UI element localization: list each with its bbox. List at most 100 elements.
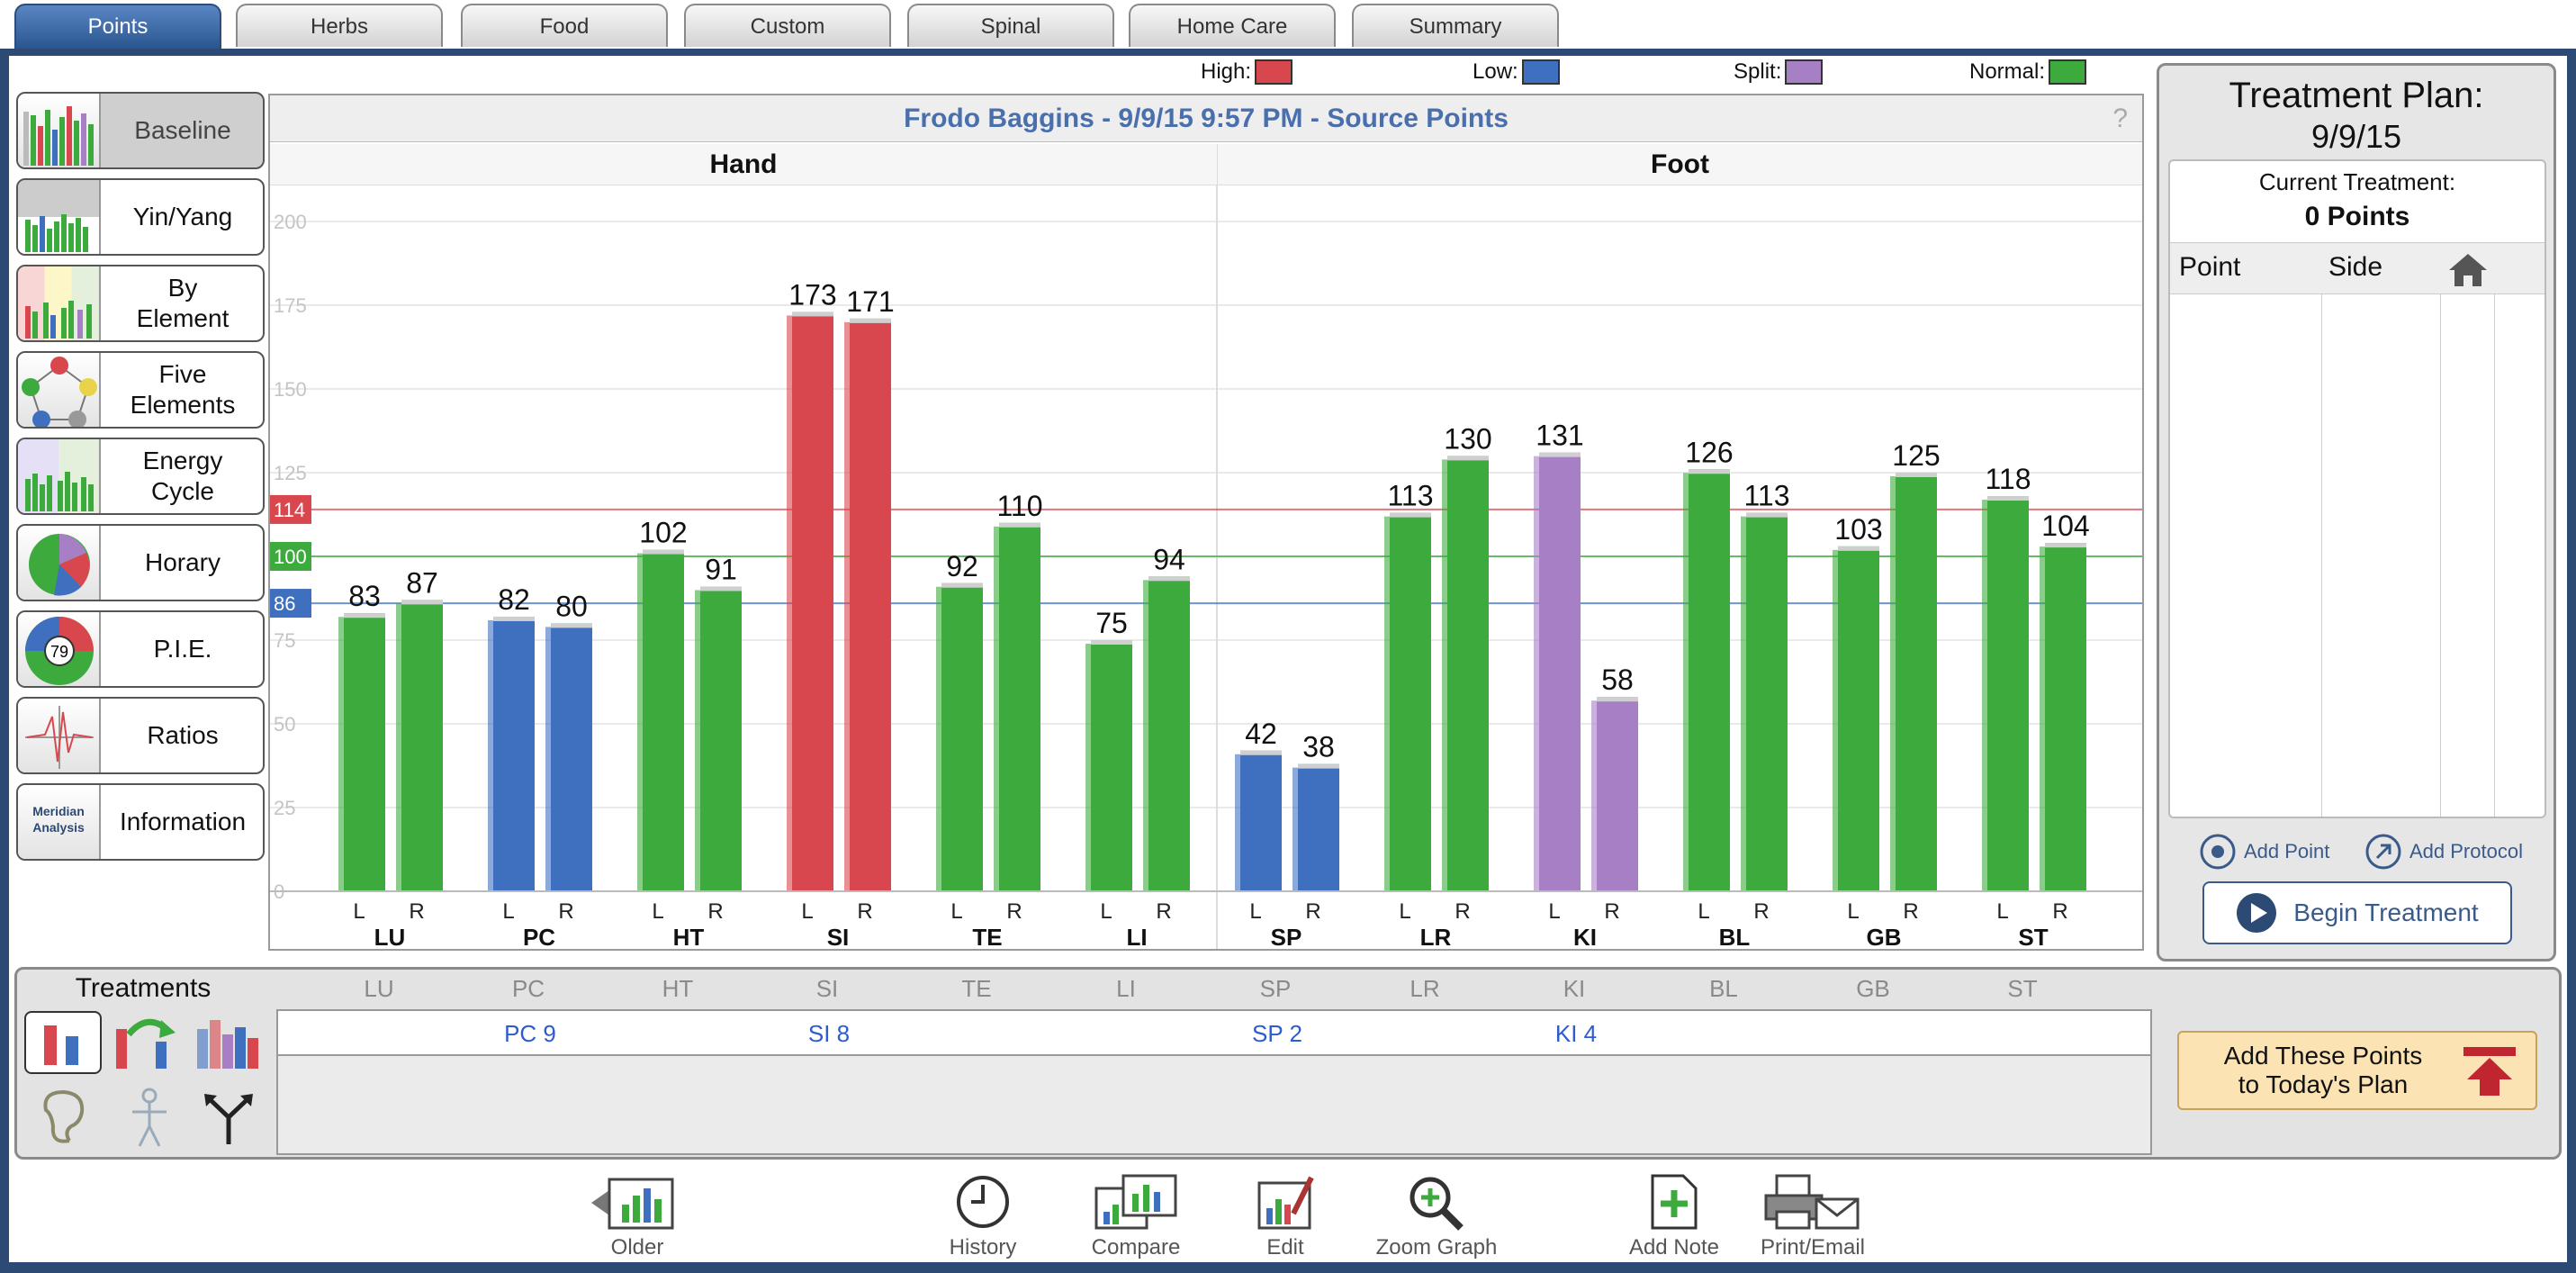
pie-wheel-icon: 79 — [18, 612, 101, 686]
bar-cap — [999, 522, 1040, 528]
bar — [700, 586, 742, 891]
bottom-toolbar: Older History Compare Edit Zoom Graph Ad… — [9, 1167, 2567, 1262]
add-point-button[interactable]: Add Point — [2199, 833, 2329, 871]
tab-summary[interactable]: Summary — [1352, 4, 1559, 47]
category-label: BL — [1719, 924, 1751, 949]
tab-points[interactable]: Points — [14, 4, 221, 49]
sidebar-item-energy-cycle[interactable]: Energy Cycle — [16, 438, 265, 515]
bar-side — [1143, 580, 1148, 891]
bar-cap — [1987, 496, 2029, 501]
bar-value-label: 38 — [1302, 731, 1335, 763]
sidebar-item-pie[interactable]: 79 P.I.E. — [16, 610, 265, 688]
legend-swatch — [1785, 59, 1824, 85]
begin-treatment-button[interactable]: Begin Treatment — [2202, 881, 2512, 944]
bar-cap — [1390, 512, 1431, 518]
bar-value-label: 113 — [1743, 480, 1789, 512]
help-icon[interactable]: ? — [2112, 104, 2128, 133]
treatment-point[interactable]: SP 2 — [1252, 1020, 1302, 1047]
body-icon[interactable] — [118, 1087, 181, 1150]
bar-side — [545, 627, 551, 891]
bar-side — [1085, 644, 1091, 891]
bar-side — [1534, 456, 1539, 891]
older-button[interactable]: Older — [565, 1172, 709, 1260]
side-label: L — [1698, 899, 1709, 924]
older-chart-icon — [565, 1172, 709, 1232]
tab-home-care[interactable]: Home Care — [1129, 4, 1336, 47]
compare-button[interactable]: Compare — [1064, 1172, 1208, 1260]
treatment-type-baseline-button[interactable] — [24, 1011, 102, 1074]
sidebar-item-label: By Element — [136, 274, 230, 332]
sidebar-item-horary[interactable]: Horary — [16, 524, 265, 601]
y-tick-label: 150 — [274, 378, 307, 401]
bar-pair-icon — [44, 1025, 78, 1065]
five-elements-icon — [18, 353, 101, 427]
bar-cap — [643, 549, 684, 555]
bar-value-label: 173 — [788, 278, 836, 311]
bar-side — [338, 617, 344, 891]
play-icon — [2237, 893, 2277, 933]
zoom-graph-button[interactable]: Zoom Graph — [1365, 1172, 1509, 1260]
col-side: Side — [2328, 252, 2383, 282]
bar-side — [695, 590, 700, 891]
side-label: L — [1249, 899, 1261, 924]
legend-swatch — [2049, 59, 2087, 85]
treatment-plan-title: Treatment Plan: 9/9/15 — [2159, 75, 2553, 158]
tab-custom[interactable]: Custom — [684, 4, 891, 47]
bar — [1091, 640, 1132, 891]
side-label: R — [1006, 899, 1022, 924]
bar-value-label: 113 — [1387, 480, 1433, 512]
print-email-button[interactable]: Print/Email — [1741, 1172, 1885, 1260]
legend-high: High: — [1201, 59, 1293, 85]
side-label: R — [1604, 899, 1619, 924]
treatment-point[interactable]: PC 9 — [504, 1020, 556, 1047]
multi-bars-icon[interactable] — [194, 1011, 266, 1074]
bar-cap — [1838, 546, 1879, 551]
add-note-icon — [1602, 1172, 1746, 1232]
treatment-point[interactable]: KI 4 — [1554, 1020, 1598, 1047]
sidebar-item-five-elements[interactable]: Five Elements — [16, 351, 265, 429]
treatments-title: Treatments — [75, 973, 212, 1003]
split-arrow-icon[interactable] — [197, 1087, 260, 1150]
bar — [999, 522, 1040, 891]
treatment-column-header: LU — [364, 975, 394, 1002]
legend-swatch — [1255, 59, 1293, 85]
side-label: R — [1156, 899, 1171, 924]
bar-value-label: 118 — [1985, 463, 2031, 495]
bar-cap — [1298, 763, 1339, 769]
sidebar-item-label: Energy Cycle — [142, 447, 223, 505]
treatment-point[interactable]: SI 8 — [807, 1020, 851, 1047]
history-button[interactable]: History — [911, 1172, 1055, 1260]
add-points-to-plan-button[interactable]: Add These Points to Today's Plan — [2177, 1031, 2537, 1110]
reference-label: 114 — [274, 499, 305, 521]
bar — [344, 613, 385, 891]
tab-herbs[interactable]: Herbs — [236, 4, 443, 47]
bar — [493, 616, 535, 891]
bar — [1390, 512, 1431, 891]
sidebar-item-by-element[interactable]: By Element — [16, 265, 265, 342]
sidebar-item-baseline[interactable]: Baseline — [16, 92, 265, 169]
tab-spinal[interactable]: Spinal — [907, 4, 1114, 47]
category-label: KI — [1573, 924, 1597, 949]
tab-food[interactable]: Food — [461, 4, 668, 47]
side-label: L — [502, 899, 514, 924]
col-point: Point — [2179, 252, 2241, 282]
ear-icon[interactable] — [33, 1087, 96, 1150]
side-label: R — [707, 899, 723, 924]
pie-badge: 79 — [50, 643, 68, 661]
sidebar-item-ratios[interactable]: Ratios — [16, 697, 265, 774]
sidebar-item-information[interactable]: Meridian Analysis Information — [16, 783, 265, 861]
bar-value-label: 102 — [639, 517, 687, 549]
target-icon — [2200, 834, 2236, 870]
bar-side — [396, 603, 401, 891]
legend-low: Low: — [1473, 59, 1560, 85]
treatment-plan-date: 9/9/15 — [2310, 118, 2402, 155]
add-protocol-button[interactable]: Add Protocol — [2364, 833, 2523, 871]
thumb-text: Meridian Analysis — [32, 804, 85, 835]
bar-side — [1982, 500, 1987, 891]
transfer-bars-icon[interactable] — [111, 1011, 183, 1074]
sidebar-item-yin-yang[interactable]: Yin/Yang — [16, 178, 265, 256]
add-note-button[interactable]: Add Note — [1602, 1172, 1746, 1260]
bar-value-label: 87 — [406, 566, 438, 599]
edit-button[interactable]: Edit — [1213, 1172, 1357, 1260]
compare-charts-icon — [1064, 1172, 1208, 1232]
